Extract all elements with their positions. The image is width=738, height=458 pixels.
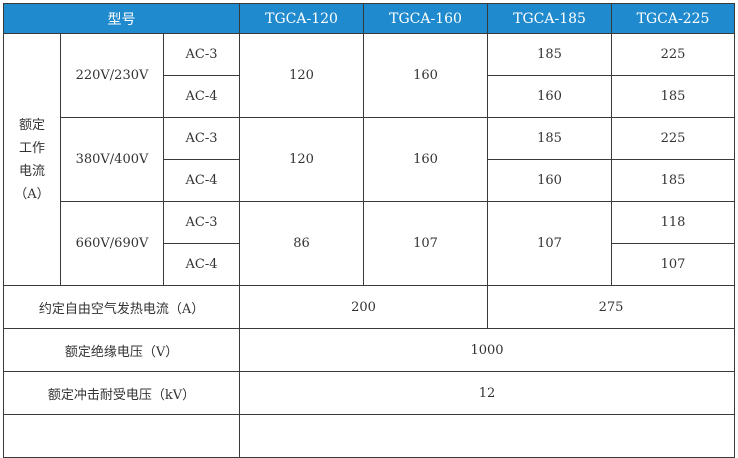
table-row: 380V/400V AC-3 120 160 185 225 bbox=[4, 117, 736, 202]
value-cell: 160 bbox=[363, 33, 489, 118]
header-row: 型号 TGCA-120 TGCA-160 TGCA-185 TGCA-225 bbox=[2, 3, 736, 34]
value-cell: 200 bbox=[239, 285, 489, 329]
voltage-cell: 660V/690V bbox=[60, 201, 164, 286]
label-line: 工作 bbox=[18, 140, 45, 156]
value-cell: 107 bbox=[487, 201, 613, 286]
value-cell: 160 bbox=[487, 75, 613, 118]
value-cell: 275 bbox=[487, 285, 736, 329]
thermal-current-row: 约定自由空气发热电流（A） 200 275 bbox=[2, 285, 736, 329]
model-tgca-185: TGCA-185 bbox=[487, 3, 613, 34]
table-row: AC-4 107 bbox=[4, 243, 736, 286]
value-cell: 118 bbox=[611, 201, 736, 244]
voltage-cell: 220V/230V bbox=[60, 33, 164, 118]
value-cell: 160 bbox=[487, 159, 613, 202]
empty-cell bbox=[2, 414, 241, 458]
value-cell: 107 bbox=[611, 243, 736, 286]
spec-table: 型号 TGCA-120 TGCA-160 TGCA-185 TGCA-225 额… bbox=[2, 3, 736, 458]
rated-current-label: 额定 工作 电流 （A） bbox=[3, 33, 61, 286]
table-row: 660V/690V AC-3 86 107 107 118 bbox=[4, 201, 736, 286]
table-row: AC-4 160 185 bbox=[4, 159, 736, 202]
value-cell: 185 bbox=[487, 117, 613, 160]
model-tgca-225: TGCA-225 bbox=[611, 3, 736, 34]
value-cell: 107 bbox=[363, 201, 489, 286]
impulse-voltage-row: 额定冲击耐受电压（kV） 12 bbox=[2, 371, 736, 415]
table-row bbox=[2, 414, 736, 458]
value-cell: 160 bbox=[363, 117, 489, 202]
category-cell: AC-4 bbox=[162, 75, 241, 118]
category-cell: AC-4 bbox=[162, 243, 241, 286]
value-cell: 120 bbox=[239, 33, 365, 118]
insulation-voltage-row: 额定绝缘电压（V） 1000 bbox=[2, 328, 736, 372]
model-tgca-160: TGCA-160 bbox=[363, 3, 489, 34]
model-tgca-120: TGCA-120 bbox=[239, 3, 365, 34]
label-line: （A） bbox=[14, 186, 50, 202]
model-header: 型号 bbox=[2, 3, 241, 34]
category-cell: AC-3 bbox=[162, 33, 241, 76]
value-cell: 185 bbox=[611, 159, 736, 202]
value-cell: 185 bbox=[487, 33, 613, 76]
table-row: 额定 工作 电流 （A） 220V/230V AC-3 120 160 185 … bbox=[3, 33, 736, 286]
value-cell: 225 bbox=[611, 117, 736, 160]
label-line: 电流 bbox=[18, 163, 45, 179]
value-cell: 185 bbox=[611, 75, 736, 118]
impulse-voltage-label: 额定冲击耐受电压（kV） bbox=[2, 371, 241, 415]
value-cell: 225 bbox=[611, 33, 736, 76]
empty-cell bbox=[239, 414, 736, 458]
thermal-current-label: 约定自由空气发热电流（A） bbox=[2, 285, 241, 329]
value-cell: 86 bbox=[239, 201, 365, 286]
value-cell: 12 bbox=[239, 371, 736, 415]
category-cell: AC-3 bbox=[162, 117, 241, 160]
category-cell: AC-4 bbox=[162, 159, 241, 202]
table-row: AC-4 160 185 bbox=[4, 75, 736, 118]
voltage-cell: 380V/400V bbox=[60, 117, 164, 202]
value-cell: 120 bbox=[239, 117, 365, 202]
category-cell: AC-3 bbox=[162, 201, 241, 244]
label-line: 额定 bbox=[18, 117, 45, 133]
insulation-voltage-label: 额定绝缘电压（V） bbox=[2, 328, 241, 372]
value-cell: 1000 bbox=[239, 328, 736, 372]
